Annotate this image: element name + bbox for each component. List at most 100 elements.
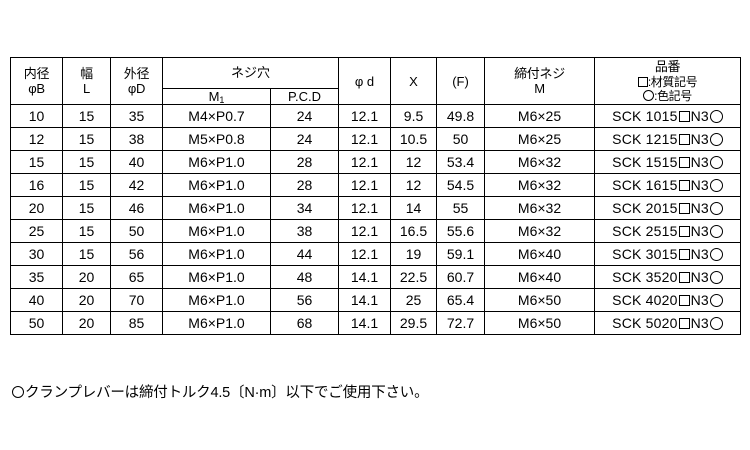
part-number-legend-material: :材質記号 (595, 75, 740, 89)
cell-part-number: SCK 5020 N3 (594, 311, 742, 336)
cell-m1: M6×P1.0 (162, 311, 271, 336)
cell-part-number: SCK 3015 N3 (594, 242, 742, 267)
cell-width: 15 (62, 150, 111, 175)
circle-symbol-icon (709, 271, 723, 285)
table-row: 25 15 50 M6×P1.0 38 12.1 16.5 55.6 M6×32 SCK 2515… (10, 219, 742, 244)
cell-phi-d: 12.1 (338, 219, 392, 244)
part-number-prefix: SCK 4020 (612, 292, 678, 309)
circle-symbol-icon (709, 156, 723, 170)
cell-tightening-screw: M6×32 (484, 219, 596, 244)
part-number-mid: N3 (690, 131, 709, 148)
cell-f: 55 (436, 196, 486, 221)
cell-inner-diameter: 16 (10, 173, 63, 198)
cell-x: 9.5 (390, 104, 438, 129)
cell-part-number: SCK 3520 N3 (594, 265, 742, 290)
cell-width: 20 (62, 288, 111, 313)
header-row-sub: M1 P.C.D (11, 87, 741, 106)
part-number-legend-material-text: :材質記号 (647, 74, 698, 89)
col-header-screw-hole-m1-sub: 1 (219, 95, 225, 105)
col-header-outer-diameter: 外径 φD (110, 56, 163, 106)
cell-pcd: 24 (269, 104, 340, 129)
cell-part-number: SCK 2015 N3 (594, 196, 742, 221)
table-row: 10 15 35 M4×P0.7 24 12.1 9.5 49.8 M6×25 SCK 1015 N… (10, 104, 742, 129)
cell-x: 12 (390, 150, 438, 175)
cell-outer-diameter: 46 (110, 196, 163, 221)
col-header-width: 幅 L (62, 56, 111, 106)
part-number-legend-color: :色記号 (595, 89, 740, 103)
part-number-prefix: SCK 1515 (612, 154, 678, 171)
cell-m1: M5×P0.8 (162, 127, 271, 152)
part-number-mid: N3 (690, 177, 709, 194)
cell-inner-diameter: 25 (10, 219, 63, 244)
col-header-width-line1: 幅 (80, 65, 93, 81)
cell-tightening-screw: M6×25 (484, 104, 596, 129)
cell-m1: M4×P0.7 (162, 104, 271, 129)
cell-phi-d: 12.1 (338, 127, 392, 152)
cell-phi-d: 14.1 (338, 265, 392, 290)
circle-symbol-icon (709, 248, 723, 262)
cell-width: 15 (62, 196, 111, 221)
circle-symbol-icon (709, 110, 723, 124)
cell-pcd: 56 (269, 288, 340, 313)
part-number-prefix: SCK 2515 (612, 223, 678, 240)
part-number-prefix: SCK 1215 (612, 131, 678, 148)
cell-phi-d: 12.1 (338, 173, 392, 198)
col-header-screw-hole-m1-base: M (208, 89, 220, 104)
cell-tightening-screw: M6×25 (484, 127, 596, 152)
circle-symbol-icon (709, 294, 723, 308)
footnote: クランプレバーは締付トルク4.5〔N·m〕以下でご使用下さい。 (12, 381, 429, 402)
cell-part-number: SCK 1515 N3 (594, 150, 742, 175)
table-row: 15 15 40 M6×P1.0 28 12.1 12 53.4 M6×32 SCK 1515 N3 (10, 150, 742, 175)
cell-pcd: 34 (269, 196, 340, 221)
table-header: 内径 φB 幅 L 外径 φD ネジ穴 φ d X (F) 締付ネジ M (10, 56, 742, 106)
col-header-inner-diameter-line1: 内径 (23, 65, 50, 81)
cell-f: 49.8 (436, 104, 486, 129)
col-header-tightening-screw: 締付ネジ M (484, 56, 596, 106)
cell-tightening-screw: M6×50 (484, 311, 596, 336)
table-row: 35 20 65 M6×P1.0 48 14.1 22.5 60.7 M6×40 SCK 3520… (10, 265, 742, 290)
col-header-part-number: 品番 :材質記号 :色記号 (594, 56, 742, 106)
cell-pcd: 28 (269, 173, 340, 198)
cell-phi-d: 12.1 (338, 196, 392, 221)
circle-symbol-icon (709, 179, 723, 193)
cell-phi-d: 12.1 (338, 150, 392, 175)
cell-x: 25 (390, 288, 438, 313)
table-row: 12 15 38 M5×P0.8 24 12.1 10.5 50 M6×25 SCK 1215 N3 (10, 127, 742, 152)
cell-width: 15 (62, 104, 111, 129)
cell-pcd: 38 (269, 219, 340, 244)
cell-inner-diameter: 10 (10, 104, 63, 129)
cell-outer-diameter: 35 (110, 104, 163, 129)
cell-outer-diameter: 38 (110, 127, 163, 152)
cell-width: 15 (62, 127, 111, 152)
cell-x: 14 (390, 196, 438, 221)
cell-f: 54.5 (436, 173, 486, 198)
cell-outer-diameter: 70 (110, 288, 163, 313)
square-symbol-icon (678, 272, 690, 284)
cell-outer-diameter: 50 (110, 219, 163, 244)
part-number-title: 品番 (654, 59, 681, 75)
cell-m1: M6×P1.0 (162, 288, 271, 313)
cell-inner-diameter: 30 (10, 242, 63, 267)
cell-x: 19 (390, 242, 438, 267)
cell-phi-d: 14.1 (338, 288, 392, 313)
cell-outer-diameter: 65 (110, 265, 163, 290)
cell-tightening-screw: M6×32 (484, 196, 596, 221)
part-number-legend-color-text: :色記号 (654, 88, 692, 103)
part-number-mid: N3 (690, 108, 709, 125)
cell-tightening-screw: M6×40 (484, 242, 596, 267)
cell-outer-diameter: 56 (110, 242, 163, 267)
part-number-mid: N3 (690, 315, 709, 332)
col-header-outer-diameter-line1: 外径 (123, 65, 150, 81)
cell-part-number: SCK 4020 N3 (594, 288, 742, 313)
cell-width: 15 (62, 219, 111, 244)
table-row: 50 20 85 M6×P1.0 68 14.1 29.5 72.7 M6×50 SCK 5020… (10, 311, 742, 336)
cell-width: 20 (62, 265, 111, 290)
circle-symbol-icon (643, 89, 655, 101)
col-header-tightening-screw-line2: M (534, 81, 545, 97)
cell-tightening-screw: M6×50 (484, 288, 596, 313)
cell-x: 29.5 (390, 311, 438, 336)
part-number-mid: N3 (690, 154, 709, 171)
cell-inner-diameter: 40 (10, 288, 63, 313)
col-header-x: X (390, 56, 438, 106)
